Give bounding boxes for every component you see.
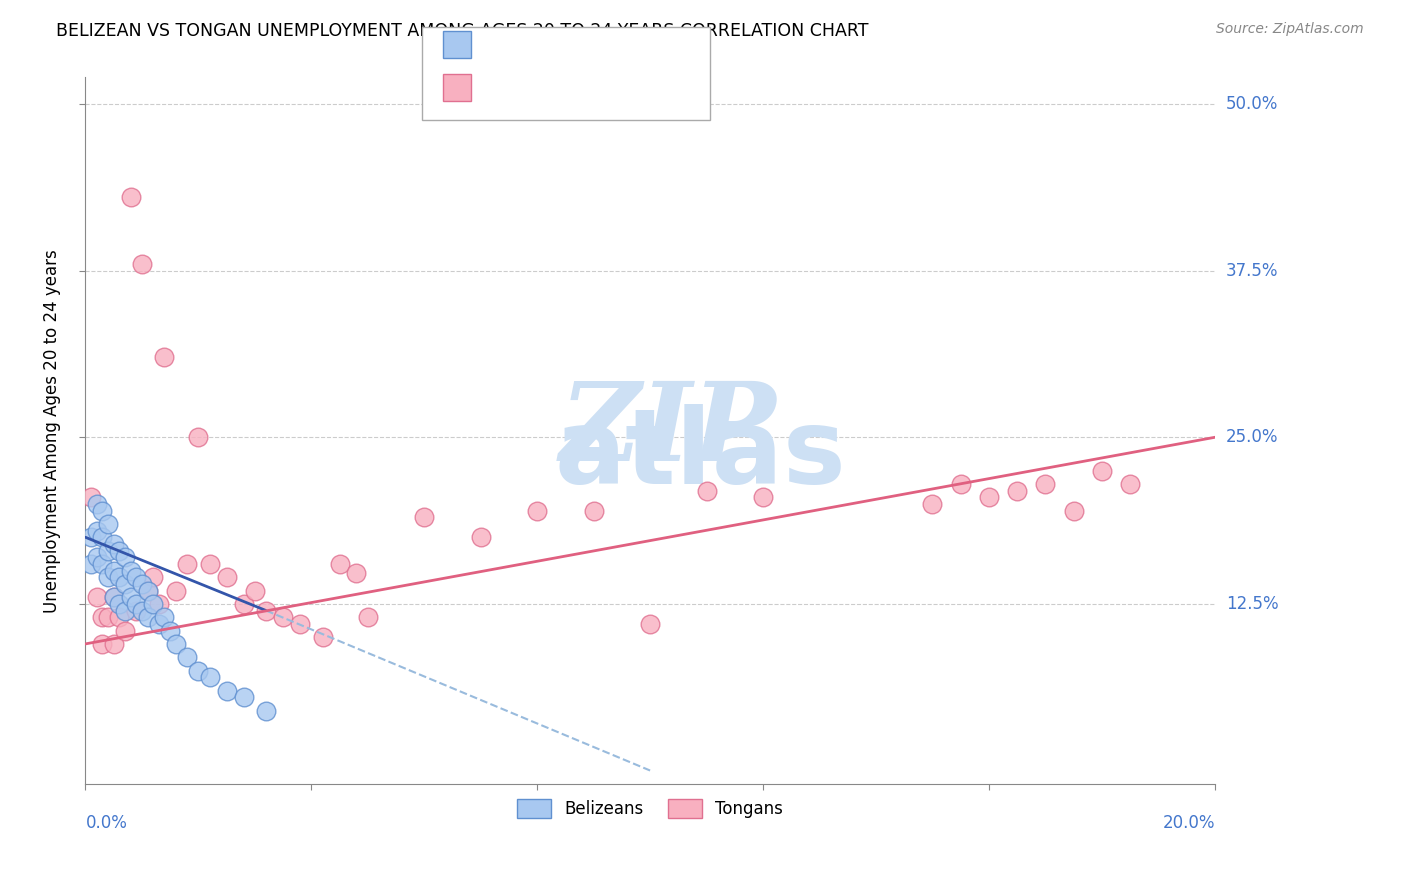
Point [97,543,120,558]
Point [288,616,311,631]
Text: ZIP: ZIP [560,377,776,484]
Point [187,430,209,444]
Point [103,591,125,605]
Point [977,490,1000,504]
Point [470,530,492,544]
Point [271,610,294,624]
Text: BELIZEAN VS TONGAN UNEMPLOYMENT AMONG AGES 20 TO 24 YEARS CORRELATION CHART: BELIZEAN VS TONGAN UNEMPLOYMENT AMONG AG… [56,22,869,40]
Text: 50.0%: 50.0% [1226,95,1278,113]
Point [526,503,548,517]
Point [1035,477,1057,491]
Point [159,624,181,638]
Point [142,570,165,584]
Point [1005,483,1028,498]
Point [108,597,131,611]
Point [136,583,159,598]
Point [103,591,125,605]
Point [125,604,148,618]
Point [131,257,153,271]
Text: 0.0%: 0.0% [86,814,128,832]
Point [153,351,176,365]
Point [232,690,254,705]
Point [114,550,136,565]
Point [125,570,148,584]
Point [80,490,103,504]
Text: Source: ZipAtlas.com: Source: ZipAtlas.com [1216,22,1364,37]
Point [696,483,718,498]
Point [165,637,187,651]
Point [131,577,153,591]
Point [1091,464,1114,478]
Point [198,557,221,571]
Point [413,510,436,524]
Point [91,530,114,544]
Point [86,524,108,538]
Point [125,597,148,611]
Point [215,683,238,698]
Point [582,503,605,517]
Text: R = -0.338   N = 39: R = -0.338 N = 39 [482,37,665,51]
Point [97,570,120,584]
Text: 12.5%: 12.5% [1226,595,1278,613]
Point [103,537,125,551]
Point [153,610,176,624]
Point [176,650,198,665]
Point [91,610,114,624]
Text: 25.0%: 25.0% [1226,428,1278,446]
Point [346,566,368,581]
Legend: Belizeans, Tongans: Belizeans, Tongans [510,792,790,825]
Text: 20.0%: 20.0% [1163,814,1215,832]
Point [120,591,142,605]
Point [254,704,277,718]
Text: 37.5%: 37.5% [1226,261,1278,280]
Point [165,583,187,598]
Point [114,624,136,638]
Point [108,543,131,558]
Point [357,610,380,624]
Point [97,610,120,624]
Point [187,664,209,678]
Point [254,604,277,618]
Text: atlas: atlas [554,404,846,507]
Point [86,550,108,565]
Point [328,557,350,571]
Point [131,604,153,618]
Point [114,577,136,591]
Point [176,557,198,571]
Point [136,610,159,624]
Point [243,583,266,598]
Point [638,616,661,631]
Point [136,583,159,598]
Point [108,570,131,584]
Point [97,516,120,531]
Point [114,604,136,618]
Point [1119,477,1142,491]
Point [311,630,333,644]
Point [86,497,108,511]
Point [91,503,114,517]
Point [108,610,131,624]
Point [1063,503,1085,517]
Point [232,597,254,611]
Point [80,530,103,544]
Point [120,564,142,578]
Point [80,557,103,571]
Point [752,490,775,504]
Y-axis label: Unemployment Among Ages 20 to 24 years: Unemployment Among Ages 20 to 24 years [44,249,60,613]
Point [91,637,114,651]
Point [148,616,170,631]
Point [91,557,114,571]
Text: R =  0.371   N = 45: R = 0.371 N = 45 [482,80,665,95]
Point [86,591,108,605]
Point [120,190,142,204]
Point [103,564,125,578]
Point [215,570,238,584]
Point [142,597,165,611]
Point [148,597,170,611]
Point [198,670,221,684]
Point [921,497,943,511]
Point [103,637,125,651]
Point [949,477,972,491]
